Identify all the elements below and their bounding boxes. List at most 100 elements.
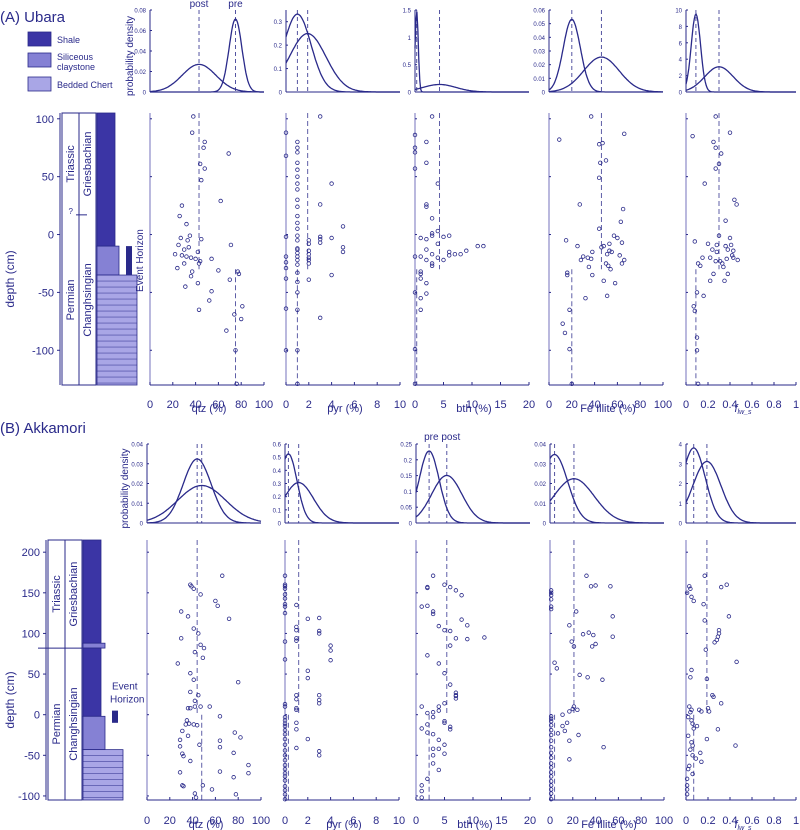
pdf-curve-post (414, 83, 529, 93)
data-point (282, 792, 288, 797)
data-point (340, 224, 346, 229)
data-point (282, 736, 288, 742)
data-point (448, 724, 453, 730)
data-point (448, 643, 453, 648)
data-point (282, 783, 288, 789)
data-point (217, 714, 223, 719)
lithology-siliceous (82, 715, 106, 751)
pdf-curve-post (549, 56, 663, 93)
data-point (442, 718, 447, 724)
data-point (189, 130, 195, 135)
data-point (693, 756, 699, 761)
data-point (548, 755, 554, 760)
data-point (418, 276, 423, 281)
data-point (175, 661, 180, 666)
pdf-curve-pre (685, 13, 796, 93)
data-point (295, 181, 300, 186)
data-point (601, 744, 606, 750)
data-point (215, 603, 220, 609)
data-point (585, 675, 590, 680)
data-point (295, 381, 300, 387)
data-point (329, 235, 334, 241)
data-point (200, 655, 206, 661)
data-point (181, 783, 186, 789)
data-point (177, 213, 182, 219)
data-point (702, 618, 707, 623)
x-tick-label: 20 (567, 815, 579, 827)
data-point (436, 623, 441, 629)
data-point (482, 635, 487, 640)
data-point (412, 290, 418, 295)
data-point (584, 573, 589, 578)
data-point (183, 722, 188, 727)
data-point (430, 609, 436, 614)
data-point (601, 278, 606, 284)
data-point (717, 258, 723, 264)
data-point (412, 166, 418, 171)
data-point (198, 704, 203, 709)
data-point (188, 705, 193, 711)
data-point (703, 647, 708, 652)
data-point (188, 255, 194, 260)
x-tick-label: 5 (441, 815, 447, 827)
data-point (178, 235, 183, 241)
data-point (694, 723, 700, 729)
data-point (184, 718, 190, 723)
data-point (295, 150, 300, 155)
x-tick-label: 20 (566, 399, 578, 411)
data-point (548, 774, 554, 779)
data-point (548, 588, 554, 593)
data-point (603, 261, 609, 266)
pdf-tick-label: 0.06 (533, 9, 545, 15)
data-point (548, 606, 554, 612)
depth-tick-label: 0 (48, 230, 54, 242)
data-point (567, 623, 572, 628)
data-point (459, 617, 464, 622)
data-point (201, 645, 207, 651)
data-point (441, 234, 446, 240)
data-point (238, 316, 244, 322)
data-point (436, 746, 441, 752)
data-point (564, 720, 570, 726)
data-point (305, 616, 310, 622)
data-point (186, 245, 191, 250)
data-point (726, 614, 732, 619)
data-point (294, 697, 299, 702)
data-point (562, 728, 568, 734)
data-point (425, 585, 430, 591)
pdf-annotation-pre: pre (228, 0, 243, 10)
data-point (305, 675, 310, 681)
data-point (177, 744, 183, 749)
data-point (430, 746, 436, 752)
data-point (458, 252, 463, 257)
system-label: Triassic (51, 575, 63, 613)
data-point (233, 348, 238, 353)
data-point (576, 732, 581, 738)
data-point (430, 710, 436, 715)
data-point (418, 254, 423, 259)
data-point (554, 666, 560, 671)
data-point (567, 709, 572, 714)
data-point (192, 649, 198, 655)
data-point (181, 753, 186, 759)
data-point (430, 573, 436, 578)
data-point (418, 235, 423, 241)
depth-tick-label: 50 (28, 669, 40, 681)
data-point (283, 265, 289, 271)
pdf-curve-pre (284, 453, 399, 524)
x-tick-label: 100 (654, 399, 672, 411)
boundary-marker: ? (69, 207, 74, 216)
data-point (282, 753, 288, 758)
data-point (283, 130, 289, 135)
data-point (719, 584, 724, 590)
data-point (695, 261, 701, 266)
x-axis-label: bth (%) (456, 403, 491, 415)
data-point (282, 778, 288, 783)
data-point (694, 290, 700, 295)
data-point (684, 787, 690, 792)
data-point (231, 775, 236, 780)
pdf-tick-label: 0.04 (534, 443, 546, 449)
data-point (575, 707, 580, 713)
data-point (731, 255, 736, 260)
x-tick-label: 40 (189, 399, 201, 411)
